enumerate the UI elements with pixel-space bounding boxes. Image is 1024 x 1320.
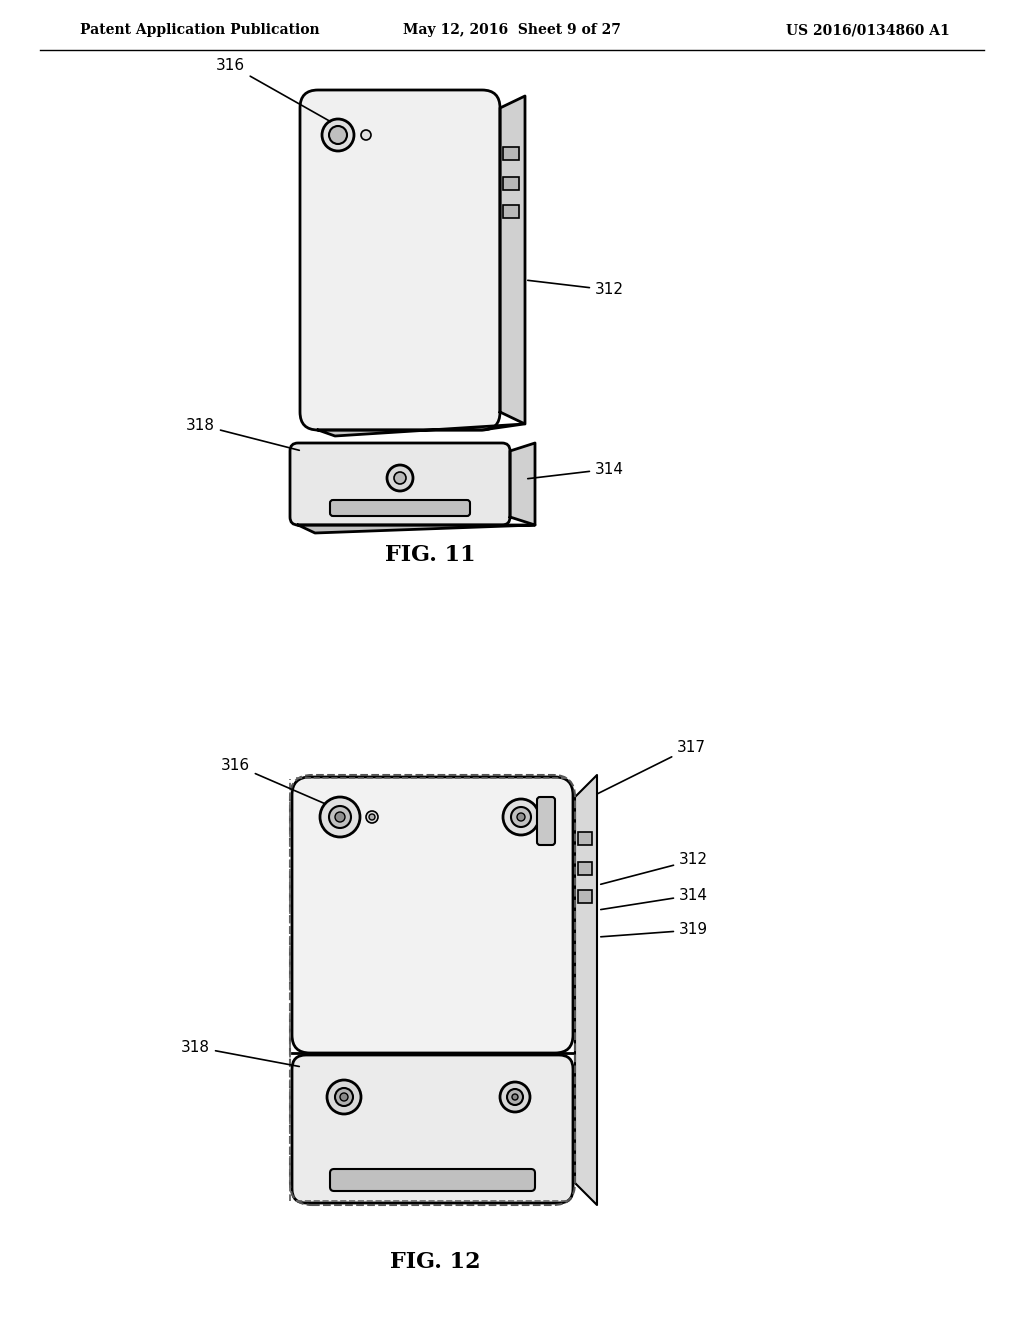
Text: 318: 318 bbox=[186, 417, 299, 450]
Text: 314: 314 bbox=[601, 887, 708, 909]
Text: 319: 319 bbox=[601, 923, 709, 937]
Circle shape bbox=[507, 1089, 523, 1105]
Text: FIG. 12: FIG. 12 bbox=[390, 1251, 480, 1272]
Text: US 2016/0134860 A1: US 2016/0134860 A1 bbox=[786, 22, 950, 37]
Polygon shape bbox=[575, 775, 597, 1205]
Text: Patent Application Publication: Patent Application Publication bbox=[80, 22, 319, 37]
Polygon shape bbox=[510, 444, 535, 525]
Text: 316: 316 bbox=[216, 58, 331, 121]
Text: 316: 316 bbox=[221, 758, 326, 804]
Bar bbox=[503, 177, 519, 190]
Polygon shape bbox=[500, 96, 525, 424]
FancyBboxPatch shape bbox=[292, 777, 573, 1053]
FancyBboxPatch shape bbox=[537, 797, 555, 845]
Polygon shape bbox=[318, 424, 524, 436]
Circle shape bbox=[511, 807, 531, 828]
Circle shape bbox=[369, 814, 375, 820]
Bar bbox=[578, 890, 592, 903]
Text: 312: 312 bbox=[601, 853, 708, 884]
Circle shape bbox=[361, 129, 371, 140]
Circle shape bbox=[329, 807, 351, 828]
Circle shape bbox=[322, 119, 354, 150]
Text: 312: 312 bbox=[527, 280, 624, 297]
Circle shape bbox=[340, 1093, 348, 1101]
Circle shape bbox=[394, 473, 406, 484]
Text: May 12, 2016  Sheet 9 of 27: May 12, 2016 Sheet 9 of 27 bbox=[403, 22, 621, 37]
FancyBboxPatch shape bbox=[290, 444, 510, 525]
Circle shape bbox=[500, 1082, 530, 1111]
Polygon shape bbox=[298, 525, 535, 533]
Bar bbox=[578, 862, 592, 875]
Circle shape bbox=[335, 812, 345, 822]
Circle shape bbox=[512, 1094, 518, 1100]
Circle shape bbox=[335, 1088, 353, 1106]
Bar bbox=[578, 832, 592, 845]
FancyBboxPatch shape bbox=[292, 1055, 573, 1203]
Bar bbox=[503, 147, 519, 160]
Circle shape bbox=[327, 1080, 361, 1114]
Bar bbox=[503, 205, 519, 218]
Text: 317: 317 bbox=[597, 739, 706, 793]
FancyBboxPatch shape bbox=[330, 1170, 535, 1191]
Circle shape bbox=[366, 810, 378, 822]
FancyBboxPatch shape bbox=[330, 500, 470, 516]
Text: 314: 314 bbox=[527, 462, 624, 479]
FancyBboxPatch shape bbox=[300, 90, 500, 430]
Circle shape bbox=[319, 797, 360, 837]
Text: FIG. 11: FIG. 11 bbox=[385, 544, 475, 566]
Circle shape bbox=[329, 125, 347, 144]
Circle shape bbox=[387, 465, 413, 491]
Circle shape bbox=[517, 813, 525, 821]
Text: 318: 318 bbox=[181, 1040, 299, 1067]
Circle shape bbox=[503, 799, 539, 836]
